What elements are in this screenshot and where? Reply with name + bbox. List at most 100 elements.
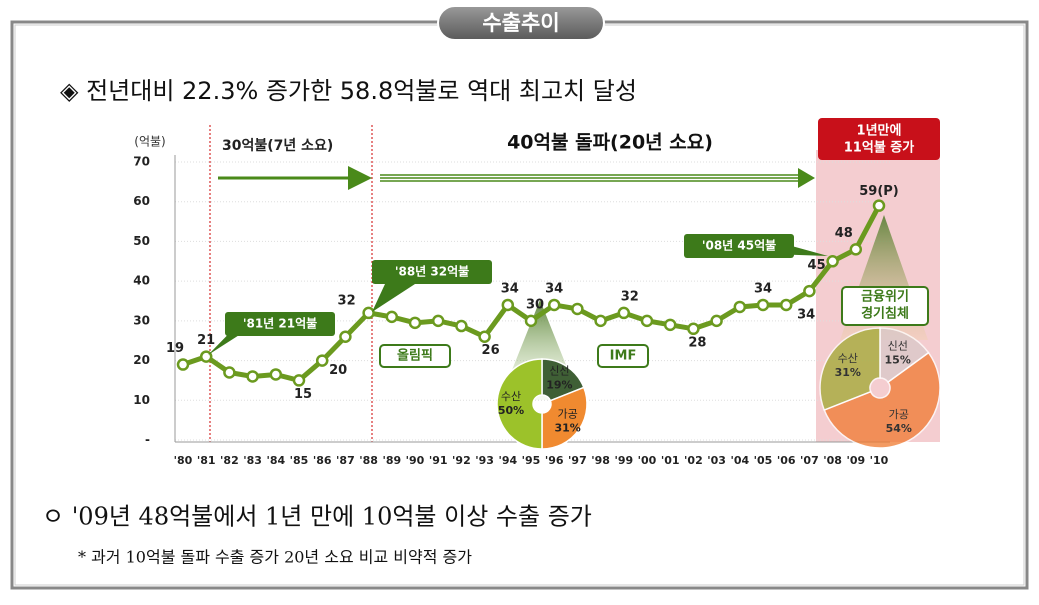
x-tick-label: '00 <box>638 454 657 467</box>
data-point <box>594 314 607 328</box>
data-point <box>223 366 236 379</box>
event-box <box>379 344 451 368</box>
headline: ◈ 전년대비 22.3% 증가한 58.8억불로 역대 최고치 달성 <box>60 77 637 105</box>
highlight-text: 11억불 증가 <box>844 141 914 156</box>
data-label: 28 <box>688 335 706 350</box>
x-tick-label: '01 <box>661 454 680 467</box>
highlight-box <box>818 118 940 160</box>
data-label: 19 <box>166 341 184 356</box>
period-label: 40억불 돌파(20년 소요) <box>507 132 713 154</box>
data-point <box>362 306 375 320</box>
header-tab <box>437 5 605 41</box>
data-point <box>524 314 538 328</box>
y-axis-unit: (억불) <box>134 135 165 149</box>
data-point <box>292 374 306 387</box>
data-label: 34 <box>501 281 519 296</box>
pie-slice <box>541 358 585 402</box>
data-label: 21 <box>197 333 215 348</box>
data-point <box>269 368 283 381</box>
data-point <box>687 322 700 336</box>
data-point <box>571 302 584 316</box>
x-tick-label: '10 <box>870 454 889 467</box>
y-tick-label: 60 <box>133 194 150 208</box>
callout-tail <box>372 284 415 312</box>
pie-value: 15% <box>885 353 911 366</box>
data-label: 48 <box>835 226 853 241</box>
data-point <box>872 199 886 212</box>
pie-value: 31% <box>835 366 861 379</box>
data-point <box>779 298 793 312</box>
highlight-text: 1년만에 <box>857 123 902 139</box>
x-tick-label: '09 <box>846 454 865 467</box>
x-tick-label: '83 <box>243 454 262 467</box>
data-point <box>176 358 190 371</box>
pie-label: 신선 <box>549 364 569 377</box>
data-label: 32 <box>621 289 639 304</box>
data-point <box>547 298 561 312</box>
x-tick-label: '95 <box>522 454 541 467</box>
pie-label: 가공 <box>889 408 909 421</box>
x-tick-label: '88 <box>359 454 378 467</box>
data-label: 15 <box>294 387 312 402</box>
data-point <box>803 284 816 298</box>
data-point <box>826 255 839 268</box>
x-tick-label: '87 <box>336 454 355 467</box>
data-point <box>385 310 399 324</box>
data-point <box>408 316 422 330</box>
data-point <box>710 314 723 328</box>
pie-value: 31% <box>554 421 580 434</box>
pie-slice <box>819 327 881 412</box>
data-point <box>756 298 770 312</box>
y-tick-label: 40 <box>133 274 150 288</box>
x-tick-label: '06 <box>777 454 796 467</box>
data-point <box>199 350 213 363</box>
data-point <box>663 318 677 332</box>
data-label: 26 <box>482 343 500 358</box>
y-tick-label: - <box>145 433 150 447</box>
data-label: 45 <box>808 258 826 273</box>
data-point <box>733 300 747 314</box>
pie-label: 신선 <box>888 339 908 352</box>
x-tick-label: '82 <box>220 454 239 467</box>
x-tick-label: '07 <box>800 454 819 467</box>
pie-value: 50% <box>498 404 524 417</box>
callout-text: '88년 32억불 <box>395 265 469 279</box>
x-tick-label: '81 <box>197 454 216 467</box>
data-label: 20 <box>329 363 347 378</box>
x-tick-label: '92 <box>452 454 471 467</box>
x-tick-label: '80 <box>174 454 193 467</box>
note: ㅇ '09년 48억불에서 1년 만에 10억불 이상 수출 증가 <box>42 503 592 531</box>
x-tick-label: '93 <box>475 454 494 467</box>
y-tick-label: 10 <box>133 393 150 407</box>
x-tick-label: '02 <box>684 454 703 467</box>
x-tick-label: '05 <box>754 454 773 467</box>
x-tick-label: '96 <box>545 454 564 467</box>
data-point <box>849 243 863 256</box>
x-tick-label: '04 <box>730 454 749 467</box>
pie-label: 가공 <box>558 407 578 420</box>
y-tick-label: 20 <box>133 353 150 367</box>
event-label: IMF <box>610 349 637 364</box>
data-point <box>478 330 491 343</box>
data-label: 32 <box>338 293 356 308</box>
sub-note: * 과거 10억불 돌파 수출 증가 20년 소요 비교 비약적 증가 <box>78 548 472 567</box>
callout-text: '81년 21억불 <box>243 317 317 331</box>
pie-slice <box>496 358 543 450</box>
callout-text: '08년 45억불 <box>702 239 776 253</box>
x-tick-label: '86 <box>313 454 332 467</box>
data-point <box>617 306 631 320</box>
x-tick-label: '99 <box>614 454 633 467</box>
data-point <box>246 370 259 383</box>
event-box <box>597 344 649 368</box>
data-point <box>339 330 352 343</box>
callout <box>372 260 492 284</box>
data-label: 59(P) <box>859 184 899 199</box>
period-label: 30억불(7년 소요) <box>222 138 333 154</box>
data-label: 34 <box>797 307 815 322</box>
pie-label: 수산 <box>501 390 521 403</box>
pie-slice <box>541 386 588 450</box>
pie-slice <box>879 327 930 384</box>
y-tick-label: 50 <box>133 234 150 248</box>
data-point <box>315 354 329 367</box>
